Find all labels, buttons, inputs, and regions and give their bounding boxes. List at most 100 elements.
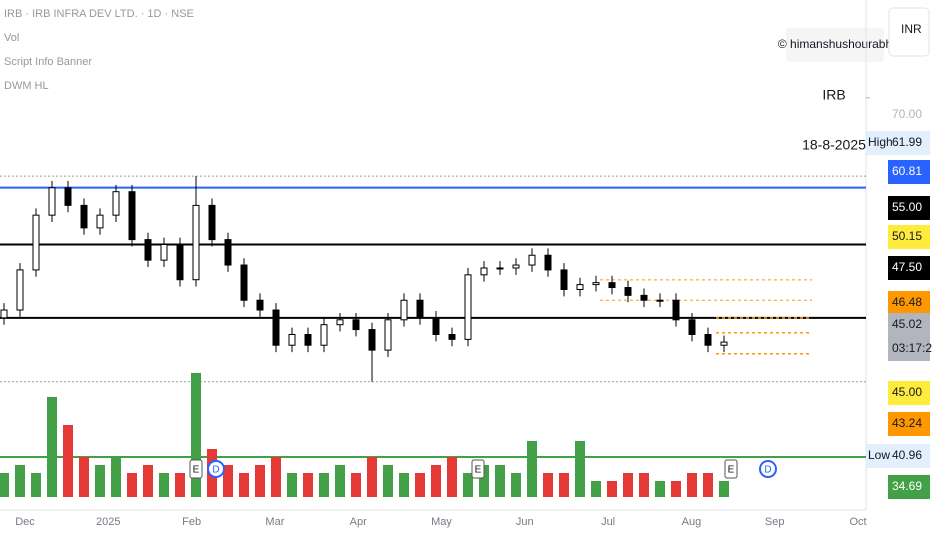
price-label: 61.99: [892, 135, 922, 149]
price-badge: [888, 313, 930, 361]
event-label: E: [475, 465, 482, 476]
volume-bar: [239, 473, 249, 497]
volume-bar: [223, 465, 233, 497]
candle-body: [208, 204, 216, 241]
candle-body: [672, 299, 680, 321]
volume-bar: [559, 473, 569, 497]
volume-bar: [0, 473, 9, 497]
candle-body: [96, 214, 104, 229]
volume-bar: [575, 441, 585, 497]
candle-body: [304, 333, 312, 346]
volume-bar: [159, 473, 169, 497]
volume-bar: [127, 473, 137, 497]
price-label: 34.69: [892, 479, 922, 493]
candle-body: [336, 319, 344, 326]
currency-box[interactable]: [888, 7, 930, 57]
candle-body: [416, 299, 424, 319]
currency[interactable]: INR: [901, 22, 922, 36]
candle-body: [496, 267, 504, 270]
volume-bar: [479, 465, 489, 497]
banner-ticker: IRB: [822, 87, 845, 103]
candle-body: [400, 299, 408, 321]
event-box: [189, 459, 203, 479]
volume-bar: [639, 473, 649, 497]
x-tick-label: Jun: [516, 516, 534, 528]
volume-bar: [79, 457, 89, 497]
candle-body: [64, 187, 72, 206]
candle-body: [192, 204, 200, 281]
volume-bar: [31, 473, 41, 497]
event-label: D: [212, 465, 219, 476]
candle-body: [656, 299, 664, 302]
event-circle: [207, 460, 225, 478]
price-label: 45.00: [892, 385, 922, 399]
volume-bar: [687, 473, 697, 497]
volume-bar: [623, 473, 633, 497]
price-tag-box: [866, 444, 888, 468]
candle-body: [272, 309, 280, 346]
candle-body: [144, 239, 152, 261]
candle-body: [32, 214, 40, 271]
volume-bar: [463, 473, 473, 497]
volume-bar: [303, 473, 313, 497]
volume-bar: [351, 473, 361, 497]
x-tick-label: Mar: [265, 516, 284, 528]
volume-bar: [415, 473, 425, 497]
price-label: 70.00: [892, 107, 922, 121]
price-label: 55.00: [892, 200, 922, 214]
volume-bar: [703, 473, 713, 497]
symbol: IRB · IRB INFRA DEV LTD. · 1D · NSE: [4, 8, 194, 20]
x-tick-label: Apr: [350, 516, 367, 528]
volume-bar: [255, 465, 265, 497]
event-label: E: [728, 465, 735, 476]
candle-body: [464, 274, 472, 340]
candle-body: [512, 264, 520, 269]
volume-bar: [191, 373, 201, 497]
price-label: 40.96: [892, 448, 922, 462]
candle-body: [448, 333, 456, 340]
price-label: 43.24: [892, 416, 922, 430]
candle-body: [432, 317, 440, 335]
volume-bar: [655, 481, 665, 497]
price-label: 46.48: [892, 295, 922, 309]
candle-body: [176, 243, 184, 281]
event-box: [471, 459, 485, 479]
volume-bar: [511, 473, 521, 497]
price-label: 45.02: [892, 317, 922, 331]
candle-body: [384, 319, 392, 351]
volume-bar: [271, 457, 281, 497]
x-tick-label: 2025: [96, 516, 120, 528]
volume-bar: [719, 481, 729, 497]
candle-body: [224, 239, 232, 266]
watermark: © himanshushourabh: [778, 37, 892, 51]
volume-bar: [319, 473, 329, 497]
x-tick-label: Dec: [15, 516, 35, 528]
countdown: 03:17:29: [892, 341, 932, 355]
candle-body: [0, 309, 8, 319]
price-badge: [888, 381, 930, 405]
price-tag: High: [868, 135, 893, 149]
candle-body: [256, 299, 264, 311]
banner-date: 18-8-2025: [802, 137, 866, 153]
indicator: Vol: [4, 32, 19, 44]
volume-bar: [527, 441, 537, 497]
candle-body: [640, 294, 648, 301]
candle-body: [560, 269, 568, 290]
candle-body: [48, 187, 56, 216]
price-tag-box: [866, 131, 888, 155]
price-badge: [888, 444, 930, 468]
volume-bar: [607, 481, 617, 497]
price-label: 50.15: [892, 229, 922, 243]
candle-body: [688, 319, 696, 335]
candle-body: [704, 333, 712, 346]
volume-bar: [95, 465, 105, 497]
event-box: [724, 459, 738, 479]
candle-body: [624, 287, 632, 296]
volume-bar: [15, 465, 25, 497]
candle-body: [112, 191, 120, 216]
volume-bar: [399, 473, 409, 497]
volume-bar: [447, 457, 457, 497]
event-label: E: [193, 465, 200, 476]
watermark-box: [786, 28, 884, 62]
